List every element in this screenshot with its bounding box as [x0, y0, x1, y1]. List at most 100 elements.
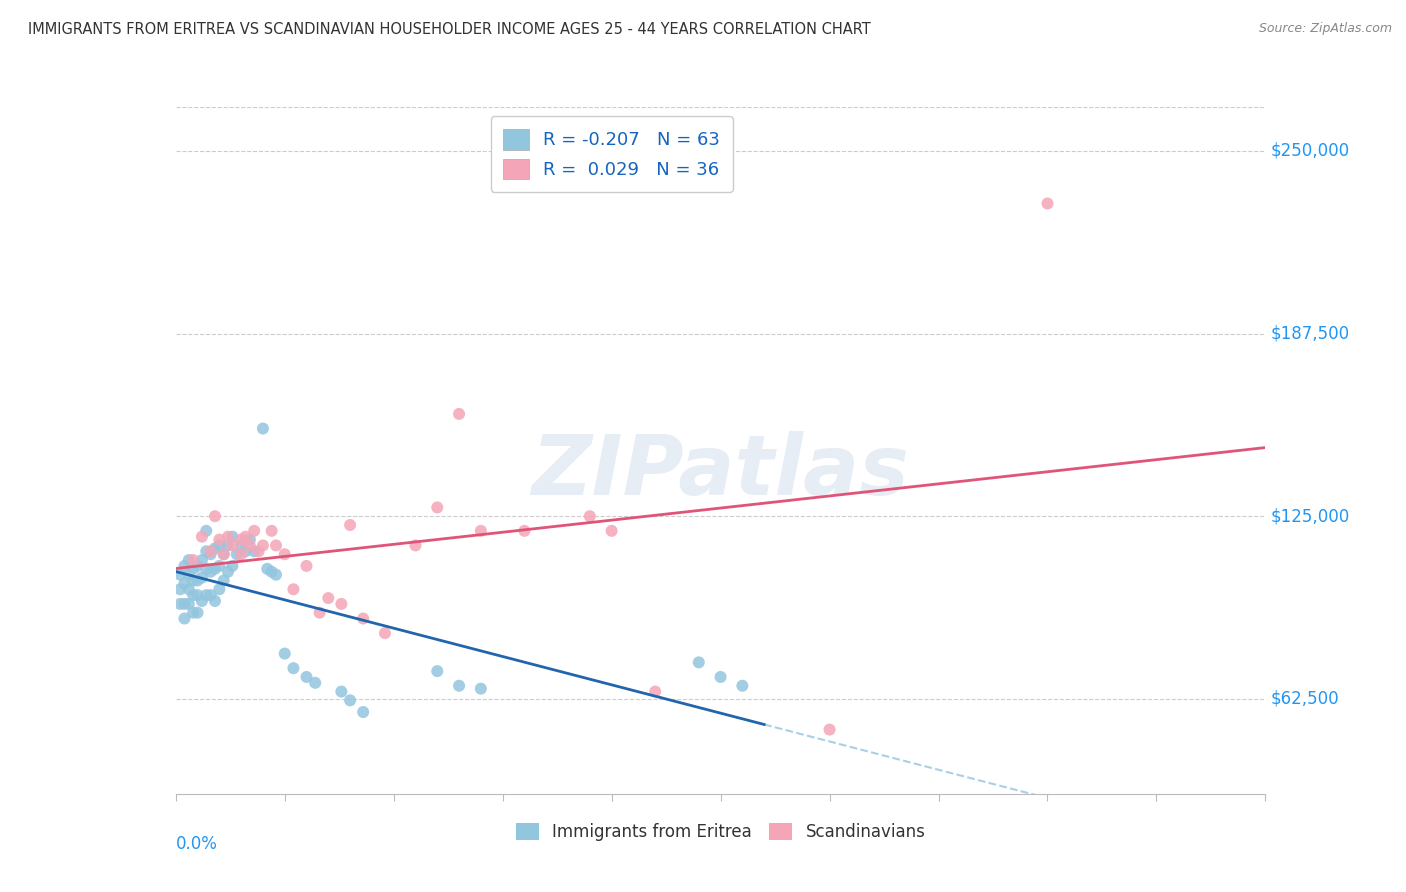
- Text: $250,000: $250,000: [1271, 142, 1350, 160]
- Point: [339, 518, 361, 533]
- Point: [330, 684, 353, 698]
- Point: [231, 533, 253, 547]
- Point: [173, 611, 195, 625]
- Point: [295, 558, 318, 573]
- Point: [239, 538, 262, 552]
- Point: [304, 675, 326, 690]
- Point: [204, 509, 226, 524]
- Point: [235, 530, 257, 544]
- Point: [208, 582, 231, 597]
- Point: [177, 567, 200, 582]
- Point: [688, 656, 710, 670]
- Point: [264, 567, 287, 582]
- Point: [217, 538, 239, 552]
- Point: [243, 544, 266, 558]
- Point: [447, 407, 470, 421]
- Point: [200, 588, 222, 602]
- Text: 0.0%: 0.0%: [176, 835, 218, 853]
- Point: [181, 588, 204, 602]
- Point: [470, 524, 492, 538]
- Point: [264, 538, 287, 552]
- Point: [243, 524, 266, 538]
- Point: [177, 553, 200, 567]
- Point: [731, 679, 754, 693]
- Point: [426, 500, 449, 515]
- Point: [252, 538, 274, 552]
- Point: [231, 538, 253, 552]
- Point: [274, 547, 297, 561]
- Point: [818, 723, 841, 737]
- Point: [195, 562, 218, 576]
- Text: ZIPatlas: ZIPatlas: [531, 431, 910, 512]
- Point: [181, 606, 204, 620]
- Point: [200, 547, 222, 561]
- Point: [181, 574, 204, 588]
- Point: [235, 544, 257, 558]
- Point: [181, 553, 204, 567]
- Point: [513, 524, 536, 538]
- Point: [352, 611, 374, 625]
- Point: [195, 544, 218, 558]
- Point: [195, 588, 218, 602]
- Point: [426, 664, 449, 678]
- Point: [169, 567, 191, 582]
- Point: [352, 705, 374, 719]
- Point: [221, 530, 243, 544]
- Text: $62,500: $62,500: [1271, 690, 1340, 708]
- Text: $187,500: $187,500: [1271, 325, 1350, 343]
- Point: [447, 679, 470, 693]
- Point: [181, 562, 204, 576]
- Point: [191, 553, 214, 567]
- Point: [191, 594, 214, 608]
- Point: [330, 597, 353, 611]
- Point: [231, 547, 253, 561]
- Point: [177, 582, 200, 597]
- Point: [173, 558, 195, 573]
- Point: [470, 681, 492, 696]
- Point: [204, 594, 226, 608]
- Point: [173, 576, 195, 591]
- Point: [283, 582, 305, 597]
- Point: [186, 558, 209, 573]
- Text: $125,000: $125,000: [1271, 508, 1350, 525]
- Point: [217, 565, 239, 579]
- Point: [295, 670, 318, 684]
- Point: [204, 541, 226, 556]
- Point: [186, 574, 209, 588]
- Point: [208, 533, 231, 547]
- Point: [217, 530, 239, 544]
- Point: [169, 597, 191, 611]
- Point: [186, 588, 209, 602]
- Point: [173, 597, 195, 611]
- Point: [195, 524, 218, 538]
- Point: [260, 565, 283, 579]
- Point: [239, 533, 262, 547]
- Point: [200, 544, 222, 558]
- Point: [204, 562, 226, 576]
- Point: [221, 538, 243, 552]
- Point: [247, 544, 270, 558]
- Point: [710, 670, 733, 684]
- Text: IMMIGRANTS FROM ERITREA VS SCANDINAVIAN HOUSEHOLDER INCOME AGES 25 - 44 YEARS CO: IMMIGRANTS FROM ERITREA VS SCANDINAVIAN …: [28, 22, 870, 37]
- Point: [283, 661, 305, 675]
- Point: [1036, 196, 1059, 211]
- Point: [208, 558, 231, 573]
- Point: [260, 524, 283, 538]
- Point: [256, 562, 278, 576]
- Point: [225, 547, 247, 561]
- Point: [191, 530, 214, 544]
- Point: [186, 606, 209, 620]
- Point: [252, 421, 274, 435]
- Point: [169, 582, 191, 597]
- Point: [221, 558, 243, 573]
- Point: [600, 524, 623, 538]
- Text: Source: ZipAtlas.com: Source: ZipAtlas.com: [1258, 22, 1392, 36]
- Point: [212, 574, 235, 588]
- Point: [579, 509, 602, 524]
- Legend: Immigrants from Eritrea, Scandinavians: Immigrants from Eritrea, Scandinavians: [509, 816, 932, 847]
- Point: [308, 606, 330, 620]
- Point: [374, 626, 396, 640]
- Point: [405, 538, 427, 552]
- Point: [212, 547, 235, 561]
- Point: [274, 647, 297, 661]
